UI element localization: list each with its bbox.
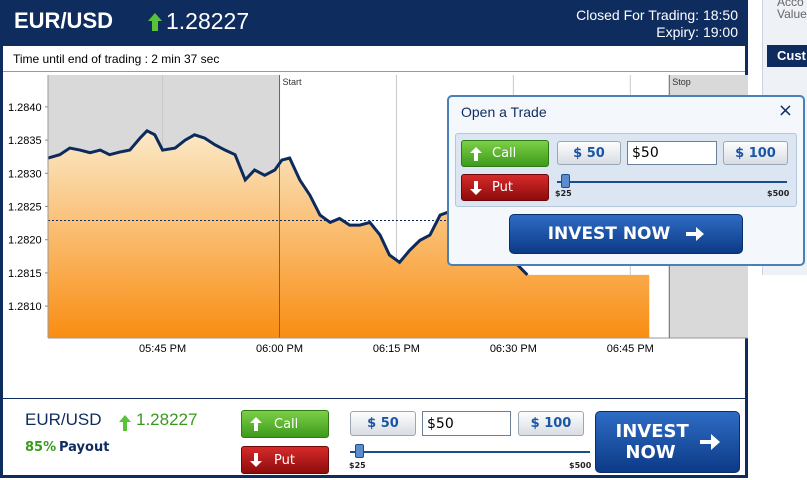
trade-popup: Open a Trade × Call Put $ 50 $50 $ 100 $… <box>447 95 805 266</box>
y-tick-label: 1.2840 <box>8 102 42 114</box>
invest-label: INVEST NOW <box>547 224 671 244</box>
arrow-icon <box>686 227 705 241</box>
down-icon <box>250 453 262 467</box>
call-label: Call <box>274 416 299 432</box>
y-tick-label: 1.2830 <box>8 168 42 180</box>
x-tick-label: 06:45 PM <box>607 343 654 355</box>
symbol: EUR/USD <box>14 8 114 33</box>
put-label: Put <box>274 452 295 468</box>
bottom-price: 1.28227 <box>136 410 198 429</box>
close-button[interactable]: × <box>777 100 793 121</box>
chart: 05:45 PM 06:00 PM 06:15 PM 06:30 PM 06:45 PM… <box>8 75 748 355</box>
up-arrow <box>119 415 131 431</box>
slider-max: $500 <box>569 461 592 470</box>
countdown: Time until end of trading : 2 min 37 sec <box>3 46 745 72</box>
side-text: Acco <box>777 0 804 9</box>
arrow-icon <box>699 434 720 450</box>
slider-thumb[interactable] <box>561 174 570 188</box>
x-tick-label: 06:00 PM <box>256 343 303 355</box>
slider-min: $25 <box>349 461 366 470</box>
put-button[interactable]: Put <box>241 446 329 474</box>
popup-title: Open a Trade <box>461 104 547 120</box>
y-tick-label: 1.2815 <box>8 268 42 280</box>
invest-button[interactable]: INVEST NOW <box>595 411 740 473</box>
payout-label: Payout <box>59 440 110 455</box>
slider-track <box>350 451 590 453</box>
side-text: Value <box>777 7 807 21</box>
slider-min: $25 <box>555 189 572 198</box>
x-tick-label: 06:30 PM <box>490 343 537 355</box>
down-icon <box>470 180 482 195</box>
closed-time: Closed For Trading: 18:50 <box>576 7 738 23</box>
price: 1.28227 <box>166 8 250 34</box>
area-fill <box>48 130 650 338</box>
up-icon <box>470 146 482 161</box>
y-tick-label: 1.2825 <box>8 202 42 214</box>
amount-100-button[interactable]: $ 100 <box>518 411 584 436</box>
x-tick-label: 05:45 PM <box>139 343 186 355</box>
payout-percent: 85% <box>25 440 57 455</box>
amount-100-button[interactable]: $ 100 <box>723 141 788 165</box>
header: EUR/USD 1.28227 Closed For Trading: 18:5… <box>0 0 748 46</box>
amount-50-button[interactable]: $ 50 <box>557 141 621 165</box>
invest-label: INVEST NOW <box>615 421 689 463</box>
separator <box>3 398 745 399</box>
y-tick-label: 1.2835 <box>8 135 42 147</box>
up-icon <box>250 417 262 431</box>
marker-label: Stop <box>672 77 691 87</box>
amount-input[interactable]: $50 <box>422 411 511 436</box>
y-tick-label: 1.2820 <box>8 235 42 247</box>
call-label: Call <box>492 146 517 161</box>
y-tick-label: 1.2810 <box>8 301 42 313</box>
amount-input[interactable]: $50 <box>627 141 717 165</box>
amount-50-button[interactable]: $ 50 <box>350 411 416 436</box>
up-arrow <box>148 13 162 31</box>
invest-button[interactable]: INVEST NOW <box>509 214 743 254</box>
x-tick-label: 06:15 PM <box>373 343 420 355</box>
call-button[interactable]: Call <box>461 140 549 167</box>
slider-max: $500 <box>767 189 790 198</box>
bottom-symbol: EUR/USD <box>25 410 102 429</box>
price-line <box>47 128 529 276</box>
side-section: Cust <box>767 45 807 67</box>
marker-label: Start <box>283 77 303 87</box>
put-label: Put <box>492 180 513 195</box>
put-button[interactable]: Put <box>461 174 549 201</box>
call-button[interactable]: Call <box>241 410 329 438</box>
slider-track <box>557 181 787 183</box>
expiry: Expiry: 19:00 <box>656 24 738 40</box>
slider-thumb[interactable] <box>355 444 364 458</box>
